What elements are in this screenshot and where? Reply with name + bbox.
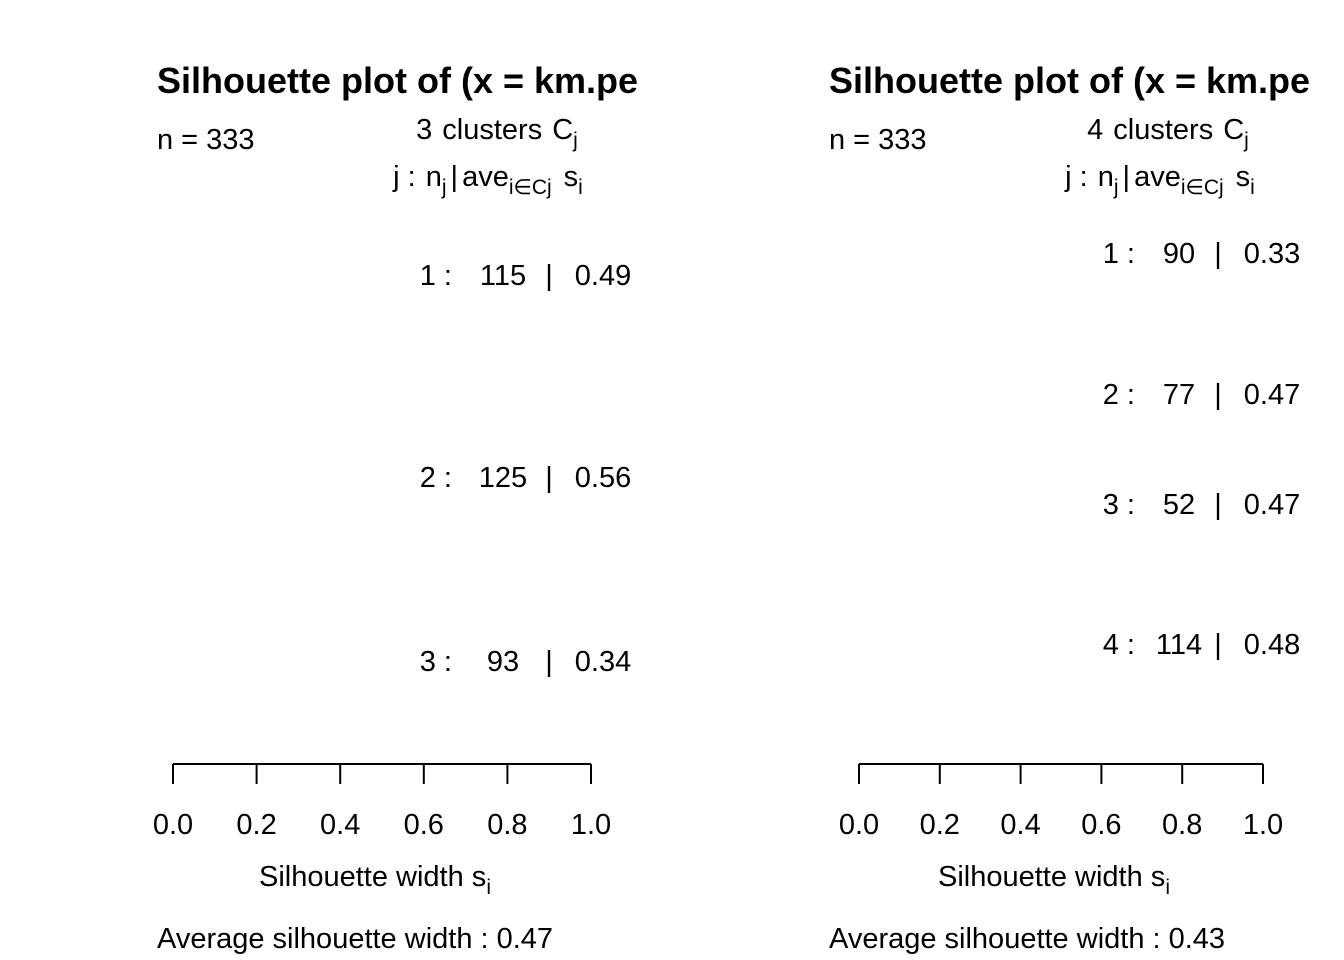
col-n-sub: j [441, 176, 447, 199]
cluster-size: 114 [1156, 629, 1202, 661]
cluster-avg-width: 0.47 [1244, 489, 1300, 521]
cluster-size: 93 [487, 646, 519, 678]
cluster-separator: | [1214, 379, 1222, 411]
col-bar: | [451, 161, 459, 193]
cluster-size: 52 [1163, 489, 1195, 521]
cluster-avg-width: 0.48 [1244, 629, 1300, 661]
cluster-size: 125 [479, 462, 527, 494]
x-axis-label: Silhouette width si [938, 861, 1170, 899]
x-tick-label: 1.0 [571, 809, 611, 841]
x-tick-label: 0.4 [1000, 809, 1040, 841]
cluster-size: 90 [1163, 238, 1195, 270]
col-n: n [1098, 161, 1114, 193]
cluster-row-4: 4 : 114 | 0.48 [1103, 629, 1300, 661]
clusters-header: 4 clusters Cj [1087, 114, 1249, 152]
col-j: j : [392, 161, 416, 193]
cluster-row-3: 3 : 52 | 0.47 [1103, 489, 1300, 521]
cluster-index: 1 : [420, 260, 452, 292]
x-axis-label-sub: i [1165, 876, 1170, 899]
cluster-row-3: 3 : 93 | 0.34 [420, 646, 631, 678]
col-j: j : [1064, 161, 1088, 193]
cluster-count: 4 [1087, 114, 1103, 146]
x-axis: 0.0 0.2 0.4 0.6 0.8 1.0 [839, 763, 1283, 841]
col-s: s [564, 161, 579, 193]
x-tick-label: 1.0 [1243, 809, 1283, 841]
cluster-separator: | [1214, 489, 1222, 521]
cluster-index: 2 : [1103, 379, 1135, 411]
x-tick-label: 0.2 [920, 809, 960, 841]
silhouette-panel-2: Silhouette plot of (x = km.pe n = 333 4 clu… [829, 60, 1310, 955]
column-header: j : nj | avei∈Cj si [1064, 161, 1255, 199]
cluster-separator: | [545, 646, 553, 678]
x-tick-label: 0.6 [404, 809, 444, 841]
col-n-sub: j [1113, 176, 1119, 199]
chart-title: Silhouette plot of (x = km.pe [157, 60, 638, 101]
cluster-row-1: 1 : 115 | 0.49 [420, 260, 631, 292]
x-tick-label: 0.0 [153, 809, 193, 841]
x-tick-label: 0.8 [487, 809, 527, 841]
x-tick-label: 0.4 [320, 809, 360, 841]
cluster-size: 77 [1163, 379, 1195, 411]
cluster-symbol: C [552, 114, 573, 146]
clusters-header: 3 clusters Cj [416, 114, 578, 152]
cluster-symbol: C [1223, 114, 1244, 146]
cluster-index: 3 : [1103, 489, 1135, 521]
cluster-avg-width: 0.33 [1244, 238, 1300, 270]
cluster-separator: | [545, 462, 553, 494]
x-axis-label-text: Silhouette width s [259, 861, 486, 893]
x-tick-label: 0.8 [1162, 809, 1202, 841]
silhouette-panel-1: Silhouette plot of (x = km.pe n = 333 3 clu… [153, 60, 638, 955]
cluster-index: 4 : [1103, 629, 1135, 661]
cluster-index: 1 : [1103, 238, 1135, 270]
cluster-separator: | [1214, 238, 1222, 270]
x-tick-label: 0.0 [839, 809, 879, 841]
cluster-row-2: 2 : 77 | 0.47 [1103, 379, 1300, 411]
cluster-index: 3 : [420, 646, 452, 678]
col-n: n [426, 161, 442, 193]
clusters-word: clusters [442, 114, 542, 146]
cluster-row-1: 1 : 90 | 0.33 [1103, 238, 1300, 270]
cluster-symbol-sub: j [572, 129, 578, 152]
x-axis-label-text: Silhouette width s [938, 861, 1165, 893]
cluster-avg-width: 0.56 [575, 462, 631, 494]
x-axis: 0.0 0.2 0.4 0.6 0.8 1.0 [153, 763, 611, 841]
n-label: n = 333 [157, 124, 255, 156]
cluster-row-2: 2 : 125 | 0.56 [420, 462, 631, 494]
cluster-size: 115 [480, 260, 526, 292]
n-label: n = 333 [829, 124, 927, 156]
x-tick-label: 0.2 [236, 809, 276, 841]
col-ave: ave [462, 161, 509, 193]
cluster-separator: | [1214, 629, 1222, 661]
average-width-label: Average silhouette width : 0.47 [157, 923, 553, 955]
average-width-label: Average silhouette width : 0.43 [829, 923, 1225, 955]
x-tick-label: 0.6 [1081, 809, 1121, 841]
col-ave: ave [1134, 161, 1181, 193]
col-bar: | [1123, 161, 1131, 193]
x-axis-label: Silhouette width si [259, 861, 491, 899]
col-s-sub: i [1250, 176, 1255, 199]
col-s: s [1236, 161, 1251, 193]
col-ave-sub: i∈Cj [1181, 176, 1224, 199]
chart-title: Silhouette plot of (x = km.pe [829, 60, 1310, 101]
col-ave-sub: i∈Cj [509, 176, 552, 199]
cluster-separator: | [545, 260, 553, 292]
cluster-avg-width: 0.34 [575, 646, 631, 678]
cluster-avg-width: 0.49 [575, 260, 631, 292]
cluster-count: 3 [416, 114, 432, 146]
cluster-index: 2 : [420, 462, 452, 494]
cluster-avg-width: 0.47 [1244, 379, 1300, 411]
cluster-symbol-sub: j [1243, 129, 1249, 152]
column-header: j : nj | avei∈Cj si [392, 161, 583, 199]
col-s-sub: i [578, 176, 583, 199]
clusters-word: clusters [1113, 114, 1213, 146]
x-axis-label-sub: i [486, 876, 491, 899]
